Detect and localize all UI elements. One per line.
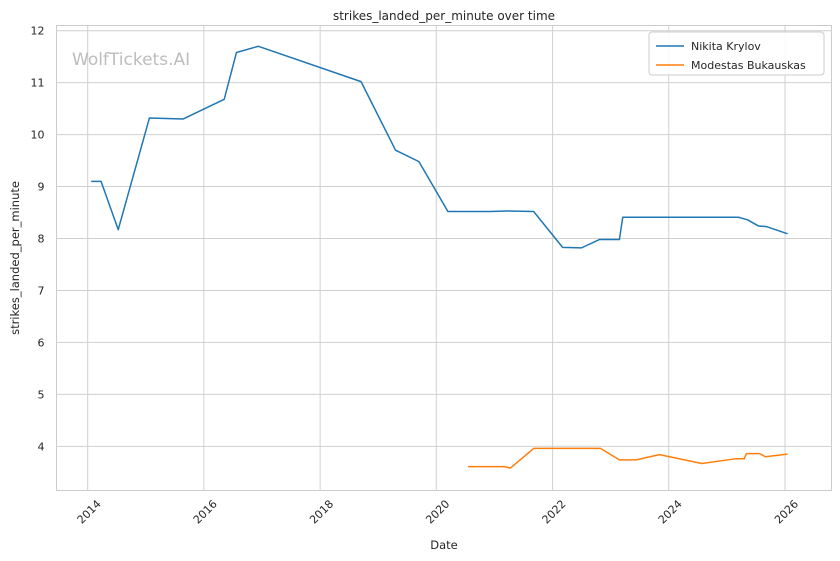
watermark: WolfTickets.AI [72, 50, 190, 70]
y-tick-label: 6 [38, 336, 45, 349]
legend-label-nikita-krylov: Nikita Krylov [691, 40, 761, 53]
y-axis-title: strikes_landed_per_minute [8, 181, 22, 335]
y-axis: 4 5 6 7 8 9 10 11 12 [31, 25, 45, 454]
plot-background [56, 25, 832, 491]
series-line-modestas-bukauskas [467, 447, 788, 469]
y-tick-label: 5 [38, 388, 45, 401]
x-axis-title: Date [430, 538, 458, 552]
legend: Nikita Krylov Modestas Bukauskas [648, 31, 825, 76]
series-line-nikita-krylov [91, 45, 788, 249]
x-tick-label: 2014 [75, 498, 104, 527]
series-group [91, 45, 788, 469]
x-tick-label: 2020 [423, 498, 452, 527]
y-tick-label: 7 [38, 284, 45, 297]
chart-title: strikes_landed_per_minute over time [333, 9, 555, 23]
x-axis: 2014 2016 2018 2020 2022 2024 2026 [75, 498, 801, 527]
y-tick-label: 9 [38, 181, 45, 194]
grid [56, 25, 832, 491]
y-tick-label: 10 [31, 129, 45, 142]
x-tick-label: 2022 [540, 498, 569, 527]
legend-label-modestas-bukauskas: Modestas Bukauskas [691, 59, 806, 72]
x-tick-label: 2026 [772, 498, 801, 527]
y-tick-label: 8 [38, 233, 45, 246]
x-tick-label: 2018 [307, 498, 336, 527]
y-tick-label: 11 [31, 77, 45, 90]
x-tick-label: 2024 [656, 498, 685, 527]
y-tick-label: 12 [31, 25, 45, 38]
y-tick-label: 4 [38, 440, 45, 453]
x-tick-label: 2016 [191, 498, 220, 527]
legend-box [648, 31, 825, 76]
